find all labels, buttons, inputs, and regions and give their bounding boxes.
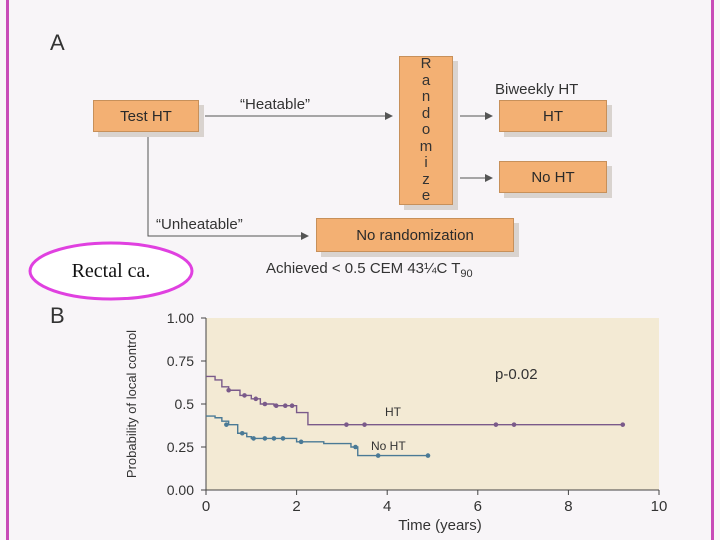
censor-point <box>251 436 256 441</box>
plot-background <box>206 318 659 490</box>
flow-arrows <box>147 112 493 240</box>
y-tick-label: 1.00 <box>167 310 194 326</box>
censor-point <box>242 393 247 398</box>
randomize-letter: m <box>419 137 433 155</box>
censor-point <box>282 403 288 409</box>
censor-point <box>298 439 304 445</box>
censor-point <box>425 453 431 458</box>
y-axis-title: Probability of local control <box>124 330 139 478</box>
randomize-letter: o <box>421 121 431 139</box>
series-label-noht: No HT <box>371 439 406 453</box>
censor-point <box>271 436 277 441</box>
arrow-test-to-norandom <box>147 133 309 240</box>
censor-point <box>224 422 229 427</box>
censor-point <box>262 401 268 407</box>
randomize-letter: n <box>421 88 431 106</box>
ht-arm-box: HT <box>499 100 607 132</box>
randomize-letter: z <box>422 170 430 188</box>
rectal-callout-text: Rectal ca. <box>71 259 151 282</box>
censor-point <box>239 430 245 436</box>
censor-point <box>362 422 367 427</box>
series-line-0 <box>206 375 623 426</box>
censor-point <box>344 422 349 427</box>
slide-border-left <box>6 0 9 540</box>
y-tick-label: 0.00 <box>167 482 194 498</box>
survival-chart: 0 2 4 6 8 10 0.00 0.25 0.5 0.75 1.00 HT No HT Proba… <box>124 310 668 534</box>
randomize-letter: d <box>421 104 431 122</box>
censor-point <box>353 444 358 450</box>
slide-border-right <box>711 0 714 540</box>
censor-point <box>289 403 295 409</box>
censor-point <box>280 436 286 441</box>
series-line-1 <box>206 415 428 457</box>
panel-b-letter: B <box>50 303 65 328</box>
x-tick-label: 8 <box>564 498 572 515</box>
censor-point <box>511 422 517 427</box>
censor-point <box>620 422 626 427</box>
x-tick-label: 6 <box>474 498 482 515</box>
p-value-annotation: p-0.02 <box>495 366 538 383</box>
randomize-letter: a <box>421 71 431 89</box>
unheatable-label: “Unheatable” <box>156 216 243 233</box>
x-tick-label: 2 <box>292 498 300 515</box>
callout-ellipse <box>28 241 194 301</box>
censor-point <box>493 422 499 427</box>
y-tick-label: 0.75 <box>167 353 194 369</box>
test-ht-box: Test HT <box>93 100 199 132</box>
censor-point <box>262 436 268 441</box>
randomize-letter: e <box>421 187 431 205</box>
x-tick-label: 0 <box>202 498 210 515</box>
censor-point <box>375 453 381 458</box>
y-tick-label: 0.25 <box>167 439 194 455</box>
x-tick-label: 10 <box>651 498 668 515</box>
censor-point <box>226 387 231 393</box>
achieved-subscript: 90 <box>460 268 473 280</box>
achieved-label: Achieved < 0.5 CEM 43¼C T90 <box>266 260 473 280</box>
panel-a-letter: A <box>50 30 65 55</box>
censor-point <box>253 396 259 402</box>
x-axis-title: Time (years) <box>398 517 482 534</box>
achieved-text: Achieved < 0.5 CEM 43¼C T <box>266 260 461 277</box>
randomize-letter: R <box>420 55 432 73</box>
y-tick-label: 0.5 <box>175 396 195 412</box>
heatable-label: “Heatable” <box>240 96 311 113</box>
no-ht-arm-box: No HT <box>499 161 607 193</box>
series-label-ht: HT <box>385 405 402 419</box>
no-randomization-box: No randomization <box>316 218 514 252</box>
biweekly-ht-label: Biweekly HT <box>495 81 579 98</box>
randomize-letter: i <box>424 154 428 172</box>
censor-point <box>273 403 279 409</box>
x-tick-label: 4 <box>383 498 391 515</box>
